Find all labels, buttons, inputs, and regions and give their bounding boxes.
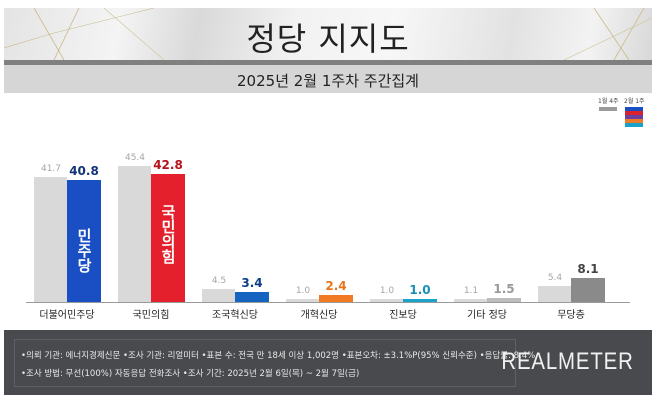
survey-info-footer: •의뢰 기관: 에너지경제신문 •조사 기관: 리얼미터 •표본 수: 전국 만… (4, 330, 652, 395)
value-label-prev: 45.4 (124, 152, 146, 163)
bar-current: 민주당 (67, 179, 101, 302)
value-label-prev: 4.5 (211, 275, 227, 286)
party-logo: 민주당 (75, 227, 93, 273)
page-subtitle: 2025년 2월 1주차 주간집계 (237, 72, 419, 90)
category-label: 개혁신당 (300, 310, 338, 321)
category-label: 조국혁신당 (212, 310, 258, 321)
bar-prev (118, 165, 151, 302)
legend-swatch-multicolor-icon (625, 107, 644, 127)
header-divider (4, 60, 652, 65)
value-label-current: 40.8 (69, 163, 99, 178)
bar-chart: 민주당 41.7 40.8 더불어민주당 국민의힘 45.4 42.8 국민의힘 4.5 3.4 조… (26, 152, 630, 321)
legend-swatch-gray-icon (599, 107, 618, 111)
value-label-prev: 5.4 (547, 272, 563, 283)
value-label-current: 8.1 (577, 261, 599, 276)
bar-current (319, 294, 353, 302)
bar-prev (34, 176, 67, 302)
category-label: 국민의힘 (132, 310, 170, 321)
value-label-current: 3.4 (241, 275, 263, 290)
value-label-current: 1.0 (409, 283, 431, 297)
value-label-current: 42.8 (153, 157, 183, 172)
survey-note-line-1: •의뢰 기관: 에너지경제신문 •조사 기관: 리얼미터 •표본 수: 전국 만… (21, 351, 536, 361)
category-label: 무당층 (557, 310, 585, 321)
survey-note-line-2: •조사 방법: 무선(100%) 자동응답 전화조사 •조사 기간: 2025년… (21, 369, 360, 379)
legend-item-prev: 1월 4주 (598, 96, 619, 111)
title-banner: 정당 지지도 (4, 8, 652, 60)
category-label: 진보당 (389, 310, 417, 321)
chart-baseline (26, 302, 630, 303)
bar-current (235, 291, 269, 302)
bar-prev (454, 298, 487, 302)
value-label-prev: 41.7 (40, 163, 62, 174)
bar-current (487, 297, 521, 302)
bar-prev (538, 285, 571, 302)
subtitle-band: 2025년 2월 1주차 주간집계 (4, 65, 652, 93)
value-label-prev: 1.1 (463, 285, 479, 296)
bar-prev (286, 299, 319, 302)
bar-current (403, 299, 437, 302)
legend-label: 2월 1주 (624, 98, 645, 105)
bar-prev (370, 299, 403, 302)
survey-notes-box: •의뢰 기관: 에너지경제신문 •조사 기관: 리얼미터 •표본 수: 전국 만… (14, 339, 535, 387)
legend-label: 1월 4주 (598, 98, 619, 105)
value-label-prev: 1.0 (295, 286, 311, 296)
decorative-lines-icon (4, 8, 652, 60)
realmeter-logo: REALMETER (501, 348, 634, 375)
bar-current: 국민의힘 (151, 173, 185, 302)
page-title: 정당 지지도 (246, 20, 410, 58)
party-logo: 국민의힘 (159, 203, 177, 264)
bar-current (571, 277, 605, 302)
bar-prev (202, 288, 235, 302)
category-label: 더불어민주당 (39, 310, 95, 321)
value-label-prev: 1.0 (379, 286, 395, 296)
legend-item-cur: 2월 1주 (624, 96, 645, 127)
value-label-current: 2.4 (325, 278, 347, 293)
value-label-current: 1.5 (493, 281, 515, 296)
category-label: 기타 정당 (467, 310, 507, 321)
